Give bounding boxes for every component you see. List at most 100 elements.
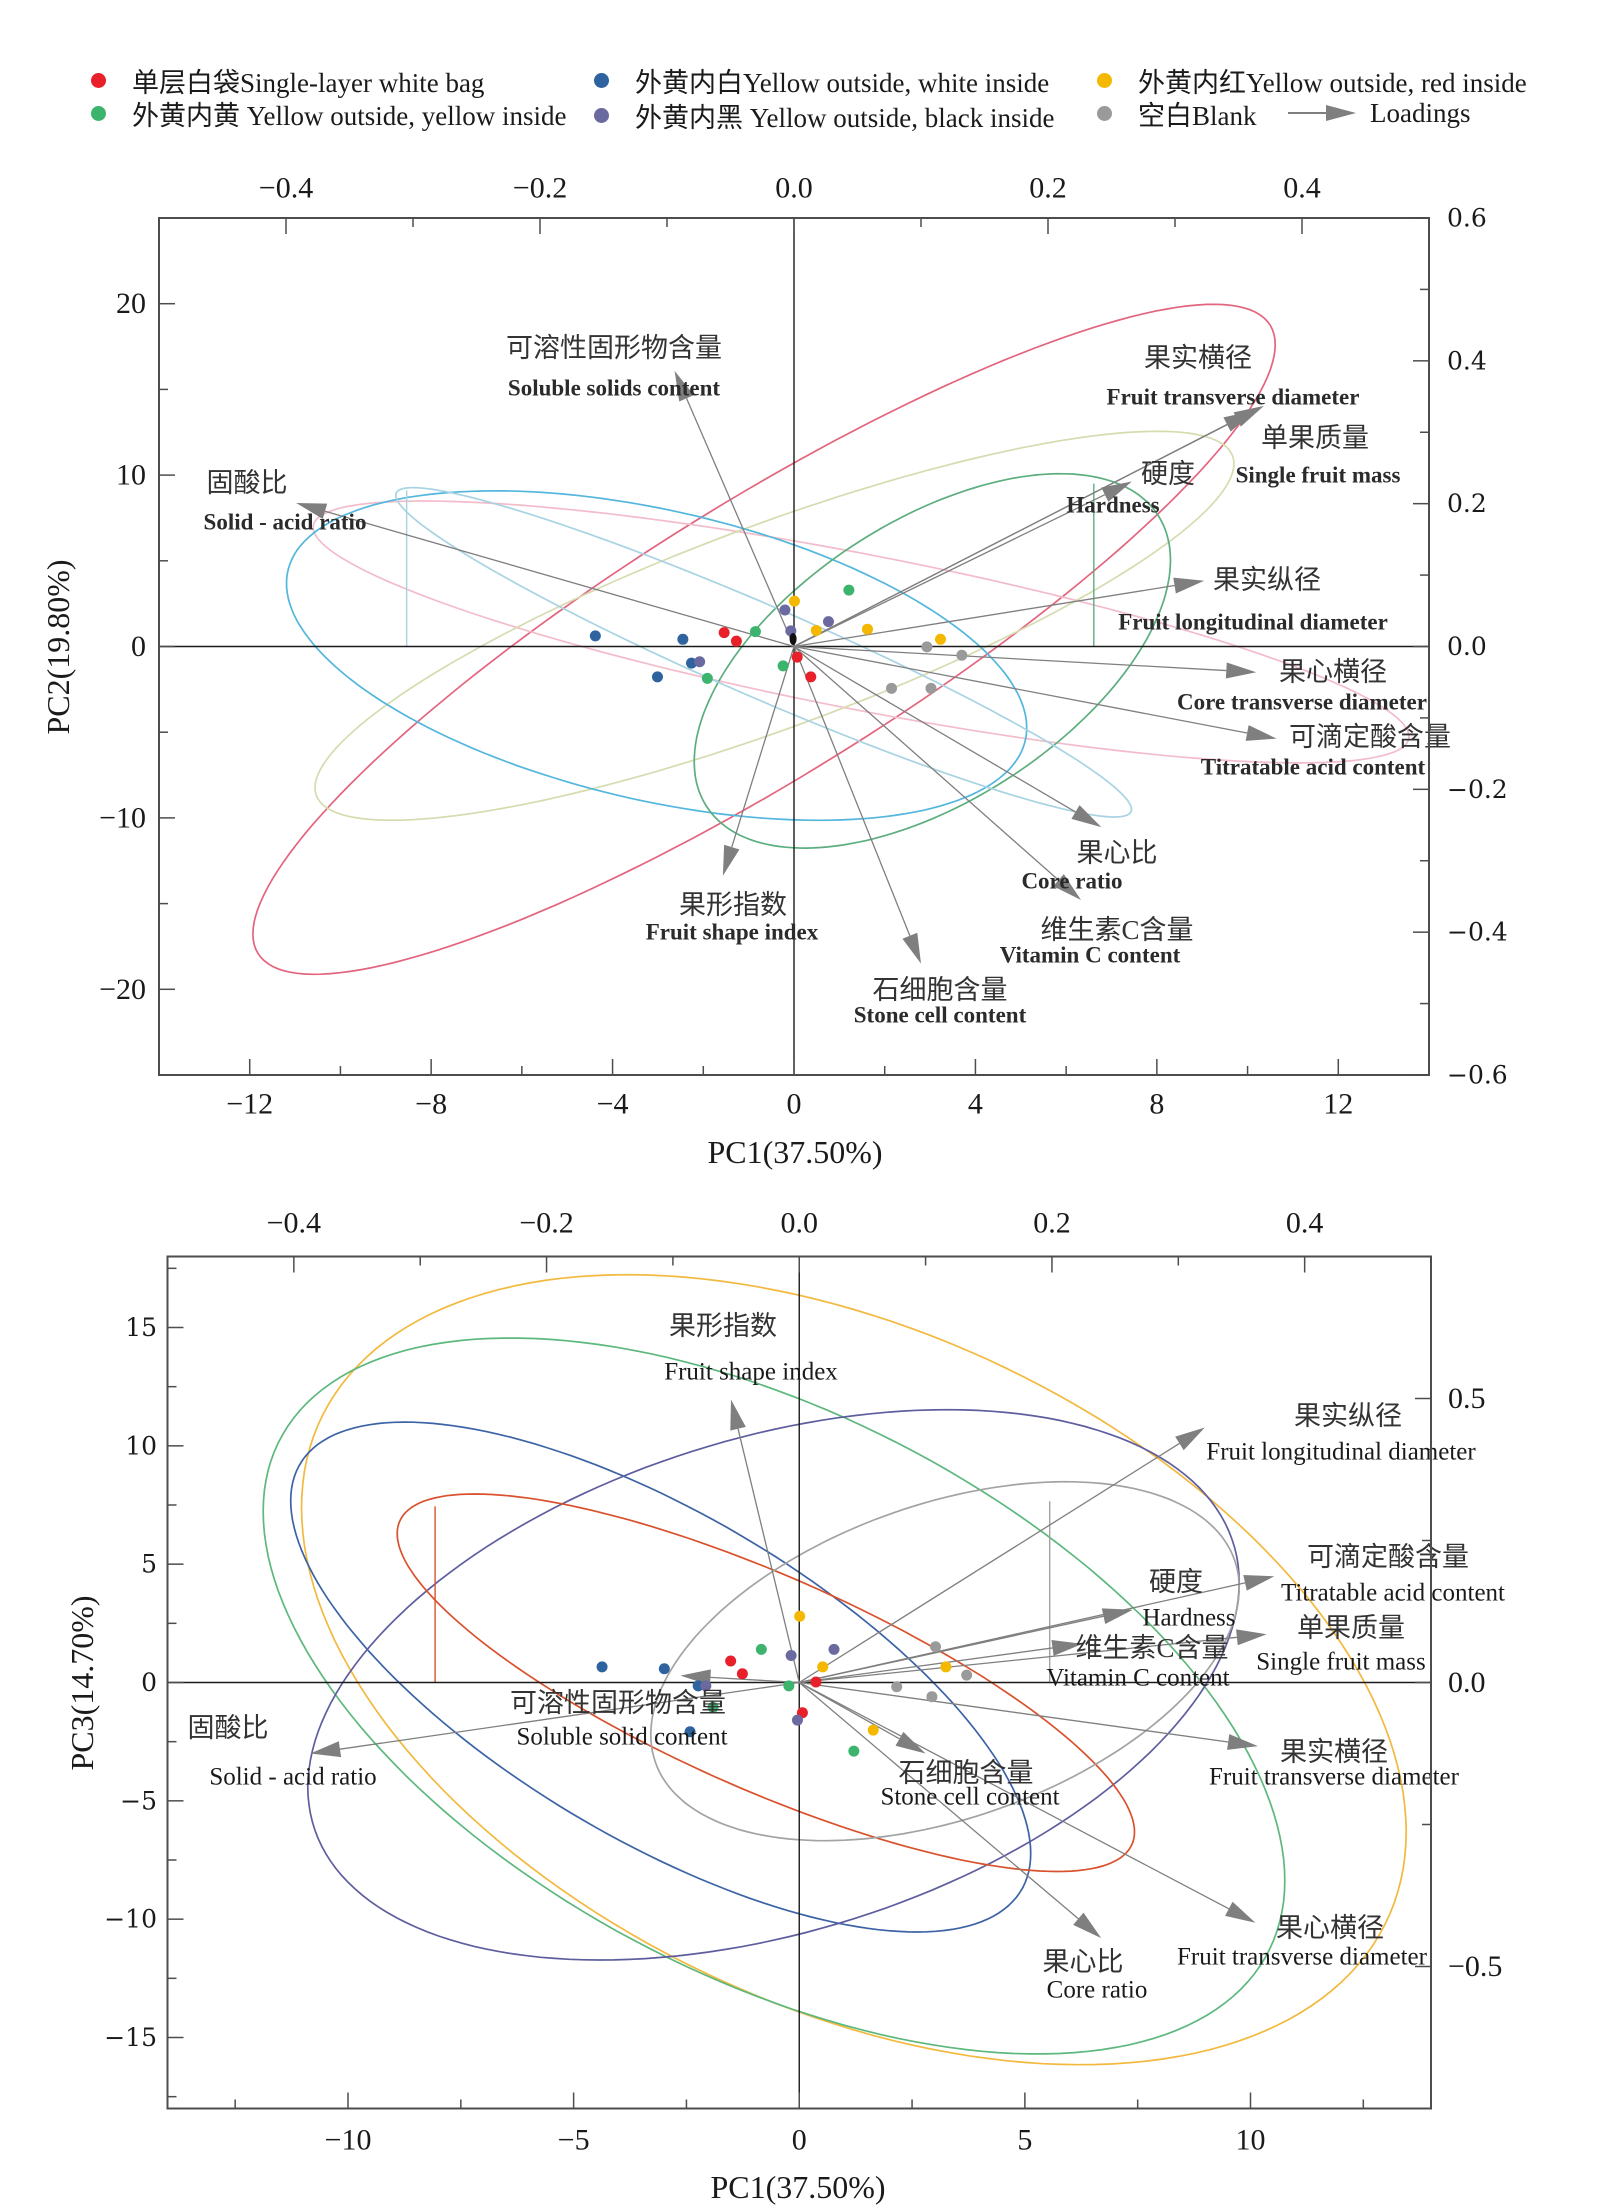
top-tick-label: −0.2 [519,1207,573,1240]
loading-arrow-line [798,1682,1079,1920]
loading-arrow-line [737,1428,800,1683]
loading-label-cn: 果实纵径 [1213,565,1321,595]
left-tick-label: 10 [125,1431,157,1460]
bottom-tick-label: 12 [1323,1088,1353,1121]
data-point [867,1724,879,1736]
data-point [791,651,803,663]
loading-arrow-head [1071,805,1102,828]
legend-item-blank: 空白Blank [1097,96,1257,131]
loading-arrow-head [1073,1912,1102,1939]
plot-area [167,1256,1431,2109]
loading-label-en: Core transverse diameter [1177,690,1427,715]
confidence-ellipse [300,1273,1408,2066]
right-tick-label: −0.6 [1447,1061,1508,1090]
loading-label-en: Fruit transverse diameter [1107,385,1360,410]
loading-label-en: Solid - acid ratio [209,1764,376,1791]
loading-arrow [296,502,795,648]
loading-label-cn: 果心横径 [1279,657,1387,687]
loading-arrow-line [339,1681,800,1750]
loading-arrow-head [1175,1427,1205,1451]
bottom-tick-label: −5 [558,2124,590,2157]
data-point [694,656,706,668]
y-axis-title: PC2(19.80%) [40,559,76,734]
loading-label-en: Stone cell content [880,1784,1059,1811]
loading-arrow [798,1427,1205,1684]
loading-arrow-line [710,1676,800,1684]
top-tick-label: 0.4 [1286,1207,1324,1240]
loading-label-cn: 果心横径 [1276,1913,1384,1943]
right-tick-label: 0.4 [1447,346,1487,375]
data-point [779,604,791,616]
right-tick-label: −0.4 [1447,918,1508,947]
bottom-tick-label: 4 [968,1088,983,1121]
loading-arrow [799,1608,1133,1684]
left-tick-label: 0 [131,630,146,663]
loading-arrow-line [793,423,1228,648]
loading-label-en: Core ratio [1047,1977,1148,2004]
data-point [861,623,873,635]
data-point [935,633,947,645]
legend-label: 外黄内红Yellow outside, red inside [1138,67,1527,98]
loading-arrow-line [685,398,795,647]
loading-arrow [674,370,795,647]
data-point [685,657,697,669]
arrow-right-icon [1288,105,1356,121]
top-tick-label: −0.4 [267,1207,321,1240]
loading-arrow-line [793,645,1248,734]
confidence-ellipse [262,1337,1286,2055]
left-tick-label: −10 [99,801,146,834]
loading-label-cn: 固酸比 [207,468,288,498]
bottom-tick-label: −4 [597,1088,629,1121]
data-point [788,595,800,607]
legend-label: 外黄内黄 Yellow outside, yellow inside [132,100,567,131]
loading-arrow-line [799,1647,1053,1684]
loading-label-cn: 可溶性固形物含量 [506,333,722,363]
pca-biplot-pc1-pc3: 果形指数 Fruit shape index 固酸比 Solid - acid rat… [64,1207,1505,2206]
loading-label-cn: 可滴定酸含量 [1289,722,1451,752]
loading-arrow [730,1399,800,1683]
loading-arrow-head [1245,725,1277,741]
data-point [783,1680,795,1692]
legend-label: Loadings [1370,97,1471,128]
loading-label-cn: 果形指数 [669,1311,777,1341]
loading-arrow [793,410,1254,648]
data-point [843,584,855,596]
loading-arrow-head [674,370,694,402]
top-tick-label: 0.4 [1283,172,1321,205]
bottom-tick-label: 10 [1236,2124,1266,2157]
data-point [692,1680,704,1692]
loading-label-cn: 固酸比 [188,1713,269,1743]
top-tick-label: 0.2 [1033,1207,1071,1240]
top-tick-label: 0.0 [781,1207,819,1240]
loading-label-en: Fruit longitudinal diameter [1118,610,1388,635]
loading-label-cn: 果实纵径 [1294,1401,1402,1431]
data-point [956,649,968,661]
right-tick-label: 0.0 [1448,1666,1486,1699]
loading-label-en: Fruit shape index [646,920,819,945]
confidence-ellipse [289,1421,1032,1933]
loading-arrow-line [793,646,1059,881]
loading-arrow-head [1173,577,1205,594]
right-tick-label: 0.2 [1447,489,1487,518]
left-tick-label: 5 [141,1550,157,1579]
loading-arrow-line [798,1681,1230,1910]
loading-arrow-head [296,502,328,519]
loading-label-cn: 可溶性固形物含量 [510,1688,726,1718]
y-axis-title: PC3(14.70%) [64,1595,100,1770]
right-tick-label: 0.5 [1448,1382,1486,1415]
loading-arrow-line [793,645,1076,813]
loading-arrow [793,646,1082,901]
loading-label-en: Fruit longitudinal diameter [1206,1439,1476,1466]
data-point [684,1726,696,1738]
data-point [730,635,742,647]
bottom-tick-label: −12 [226,1088,273,1121]
loading-label-cn: 维生素C含量 [1040,915,1193,945]
loading-label-en: Fruit transverse diameter [1177,1944,1428,1971]
right-tick-label: −0.5 [1448,1950,1502,1983]
loading-arrow [793,645,1257,679]
left-tick-label: −5 [120,1786,157,1815]
loading-arrow [310,1681,800,1758]
confidence-ellipse [649,1480,1241,1842]
data-point [930,1641,942,1653]
loading-label-en: Vitamin C content [1046,1665,1229,1692]
